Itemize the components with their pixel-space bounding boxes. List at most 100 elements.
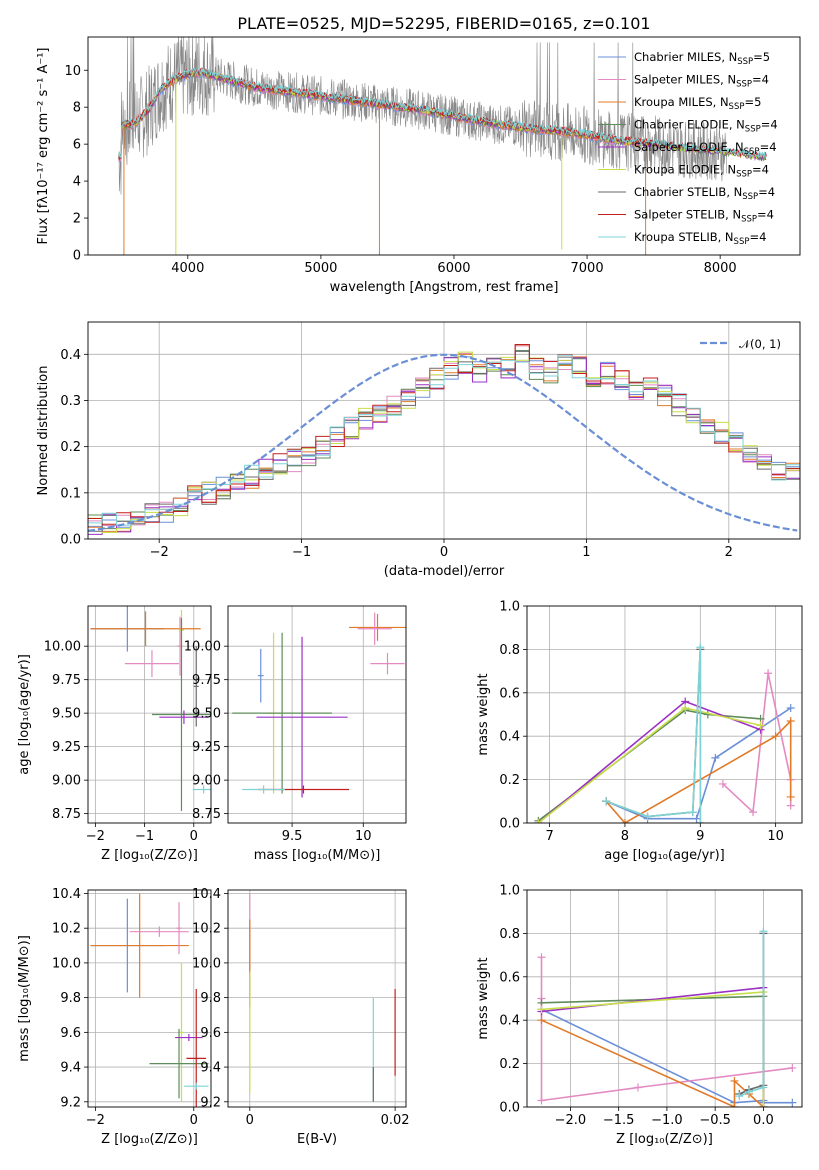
y-tick-label: 0.8 — [499, 643, 520, 658]
mass-weight-marker — [786, 801, 795, 810]
y-tick-label: 0.2 — [499, 1057, 520, 1072]
y-tick-label: 0.0 — [60, 533, 81, 548]
x-tick-label: 9.5 — [282, 829, 303, 844]
legend-subscript: SSP — [741, 215, 757, 225]
y-tick-label: 0.4 — [499, 730, 520, 745]
y-tick-label: 9.2 — [60, 1095, 81, 1110]
y-tick-label: 10 — [64, 64, 81, 79]
y-tick-label: 9.6 — [60, 1026, 81, 1041]
mass-weight-line — [738, 931, 765, 1097]
y-tick-label: 0 — [73, 249, 81, 264]
legend-count: =4 — [749, 230, 766, 244]
mass-weight-marker — [756, 721, 765, 730]
mass-weight-marker — [788, 1063, 797, 1072]
legend-label: Kroupa ELODIE, NSSP=4 — [634, 163, 769, 180]
x-axis-label: Z [log₁₀(Z/Z⊙)] — [101, 1132, 198, 1147]
y-tick-label: 9.8 — [200, 991, 221, 1006]
legend-count: =4 — [758, 185, 775, 199]
x-tick-label: −1 — [135, 829, 154, 844]
axes-frame — [526, 605, 803, 824]
legend-label: Salpeter STELIB, NSSP=4 — [634, 208, 774, 225]
x-axis-label: Z [log₁₀(Z/Z⊙)] — [101, 848, 198, 863]
x-axis-label: age [log₁₀(age/yr)] — [604, 848, 725, 863]
y-tick-label: 0.0 — [499, 1101, 520, 1116]
legend-label: Salpeter MILES, NSSP=4 — [634, 73, 769, 90]
mass-weight-marker — [718, 779, 727, 788]
histogram-step — [88, 344, 800, 525]
y-tick-label: 0.6 — [499, 686, 520, 701]
mass-weight-marker — [735, 1092, 744, 1101]
x-tick-label: 2 — [725, 545, 733, 560]
legend: Chabrier MILES, NSSP=5 Salpeter MILES, NS… — [598, 50, 778, 247]
y-tick-label: 8 — [73, 101, 81, 116]
x-tick-label: 8000 — [704, 261, 737, 276]
y-tick-label: 1.0 — [499, 884, 520, 899]
y-tick-label: 0.0 — [499, 817, 520, 832]
y-tick-label: 1.0 — [499, 600, 520, 615]
mass-weight-marker — [681, 703, 690, 712]
subplot-8: −2.0 −1.5 −1.0 −0.5 0.0 0.0 0.2 0.4 0.6 0.8 1.0 Z [… — [476, 884, 803, 1147]
y-tick-label: 9.00 — [52, 774, 81, 789]
x-axis-label: wavelength [Angstrom, rest frame] — [330, 280, 559, 295]
mass-weight-marker — [764, 669, 773, 678]
mass-weight-marker — [537, 1096, 546, 1105]
y-tick-label: 10.0 — [52, 956, 81, 971]
model-line — [118, 65, 767, 159]
mass-weight-marker — [749, 808, 758, 817]
legend-count: =4 — [752, 73, 769, 87]
mass-weight-marker — [602, 797, 611, 806]
legend-count: =4 — [760, 140, 777, 154]
x-tick-label: −2 — [86, 829, 105, 844]
x-axis-label: Z [log₁₀(Z/Z⊙)] — [616, 1132, 713, 1147]
y-tick-label: 0.1 — [60, 486, 81, 501]
subplot-6: −2 0 9.2 9.4 9.6 9.8 10.0 10.2 10.4 Z [log₁₀(Z/Z⊙… — [17, 887, 212, 1147]
x-tick-label: 6000 — [437, 261, 470, 276]
subplot-4: 9.5 10 8.75 9.00 9.25 9.50 9.75 10.00 mass [log₁… — [184, 605, 407, 863]
y-tick-label: 10.2 — [52, 922, 81, 937]
legend-subscript: SSP — [737, 57, 753, 67]
y-axis-label: Normed distribution — [36, 366, 51, 496]
x-tick-label: 0.02 — [381, 1113, 410, 1128]
mass-weight-marker — [537, 1016, 546, 1025]
subplot-5: 7 8 9 10 0.0 0.2 0.4 0.6 0.8 1.0 age [log₁₀(age/yr… — [476, 600, 803, 863]
plot-area — [118, 37, 767, 255]
legend-subscript: SSP — [734, 237, 750, 247]
y-tick-label: 10.4 — [52, 887, 81, 902]
y-tick-label: 0.4 — [60, 348, 81, 363]
x-tick-label: 8 — [621, 829, 629, 844]
plot-area — [228, 606, 406, 823]
legend-subscript: SSP — [745, 125, 761, 135]
subplot-3: −2 −1 0 8.75 9.00 9.25 9.50 9.75 10.00 Z [log₁₀(Z… — [17, 605, 212, 863]
x-axis-label: mass [log₁₀(M/M⊙)] — [254, 848, 381, 863]
y-tick-label: 6 — [73, 138, 81, 153]
subplot-1: 4000 5000 6000 7000 8000 0 2 4 6 8 10 wavelength [A… — [36, 36, 801, 295]
mass-weight-marker — [788, 1098, 797, 1107]
plot-area — [88, 606, 211, 823]
x-tick-label: −1.5 — [603, 1113, 635, 1128]
x-tick-label: 7 — [545, 829, 553, 844]
x-tick-label: 4000 — [171, 261, 204, 276]
mass-weight-marker — [730, 1076, 739, 1085]
legend-count: =4 — [757, 208, 774, 222]
mass-weight-marker — [643, 812, 652, 821]
legend-label: 𝒩(0, 1) — [739, 337, 781, 351]
plot-area — [88, 322, 800, 539]
mass-weight-marker — [688, 808, 697, 817]
y-tick-label: 10.2 — [192, 922, 221, 937]
mass-weight-marker — [759, 1103, 768, 1107]
legend-label: Chabrier ELODIE, NSSP=4 — [634, 118, 778, 135]
legend-count: =4 — [761, 118, 778, 132]
x-tick-label: 10 — [355, 829, 372, 844]
legend-subscript: SSP — [736, 80, 752, 90]
axes-frame — [87, 889, 212, 1108]
y-tick-label: 0.4 — [499, 1014, 520, 1029]
x-tick-label: 5000 — [304, 261, 337, 276]
legend-label: Chabrier STELIB, NSSP=4 — [634, 185, 775, 202]
x-tick-label: 1 — [582, 545, 590, 560]
legend-count: =5 — [753, 50, 770, 64]
histogram-step — [88, 354, 800, 526]
mass-weight-marker — [786, 717, 795, 726]
